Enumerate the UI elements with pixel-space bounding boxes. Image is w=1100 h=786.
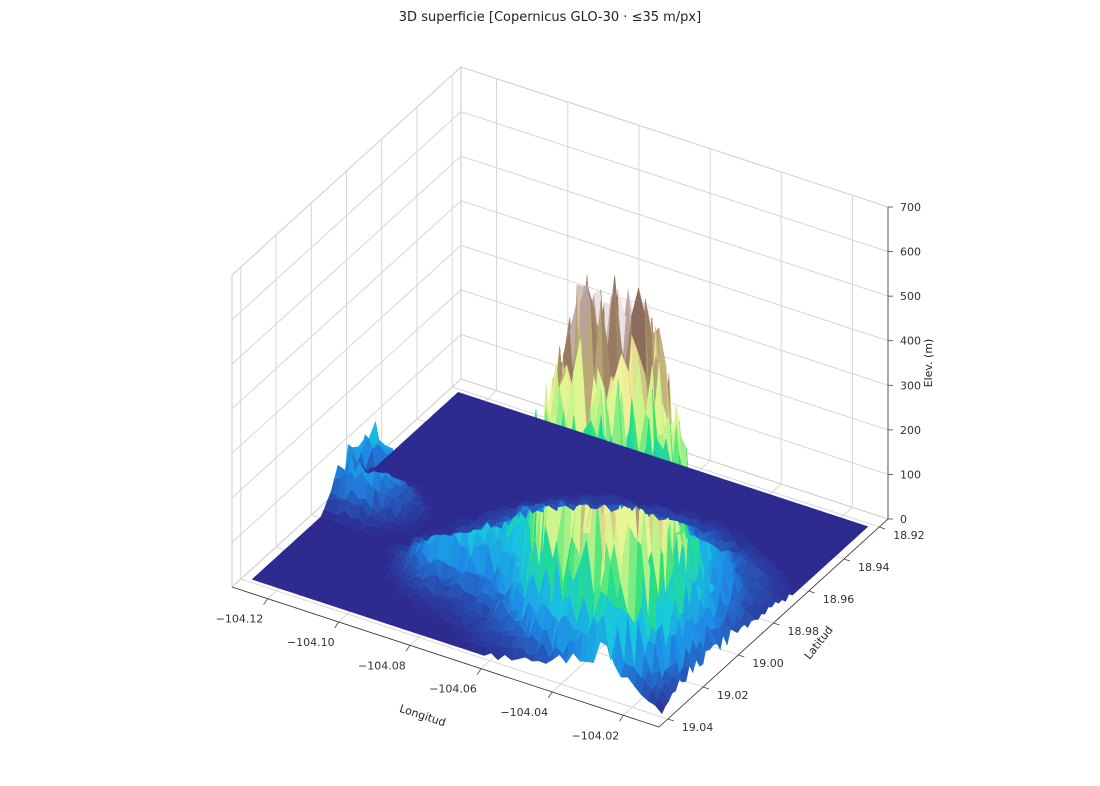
y-tick-mark bbox=[879, 526, 886, 530]
x-tick-label: −104.10 bbox=[287, 636, 335, 649]
x-tick-label: −104.06 bbox=[429, 683, 477, 696]
z-tick-label: 300 bbox=[900, 379, 921, 392]
y-tick-mark bbox=[808, 590, 815, 594]
x-tick-mark bbox=[547, 691, 553, 699]
x-tick-mark bbox=[263, 598, 268, 605]
y-tick-label: 19.02 bbox=[717, 689, 749, 702]
y-tick-mark bbox=[667, 718, 674, 722]
z-gridline-6 bbox=[231, 111, 889, 320]
z-gridline-4 bbox=[231, 200, 889, 410]
x-axis-line bbox=[231, 586, 660, 728]
chart-title: 3D superficie [Copernicus GLO-30 · ≤35 m… bbox=[398, 10, 702, 25]
y-tick-label: 18.92 bbox=[893, 529, 925, 542]
x-axis-label: Longitud bbox=[398, 702, 448, 729]
z-gridline-1 bbox=[231, 333, 889, 543]
z-gridline-5 bbox=[231, 155, 889, 365]
elevation-surface bbox=[251, 275, 869, 715]
z-tick-label: 100 bbox=[900, 468, 921, 481]
x-tick-label: −104.08 bbox=[358, 659, 406, 672]
x-tick-label: −104.04 bbox=[500, 706, 548, 719]
y-tick-mark bbox=[738, 654, 745, 658]
y-tick-mark bbox=[773, 622, 780, 626]
z-axis-label: Elev. (m) bbox=[922, 339, 935, 388]
z-tick-label: 400 bbox=[900, 335, 921, 348]
x-tick-label: −104.02 bbox=[572, 729, 620, 742]
y-tick-label: 19.04 bbox=[682, 721, 714, 734]
z-tick-label: 700 bbox=[900, 201, 921, 214]
z-tick-label: 500 bbox=[900, 290, 921, 303]
y-tick-label: 18.98 bbox=[788, 625, 820, 638]
x-tick-label: −104.12 bbox=[216, 613, 264, 626]
x-tick-mark bbox=[476, 668, 482, 675]
y-tick-label: 19.00 bbox=[752, 657, 784, 670]
x-tick-mark bbox=[619, 715, 624, 722]
y-tick-mark bbox=[702, 686, 710, 690]
z-tick-label: 200 bbox=[900, 424, 921, 437]
axes-ticks: −104.12 −104.10 −104.08 −104.06 −104.04 −104.… bbox=[216, 201, 935, 742]
x-tick-mark bbox=[405, 645, 411, 652]
surface-cell bbox=[857, 524, 869, 530]
z-gridline-0 bbox=[231, 378, 889, 588]
z-gridline-7 bbox=[231, 66, 889, 276]
z-tick-label: 0 bbox=[900, 513, 907, 526]
z-gridline-2 bbox=[231, 289, 889, 499]
y-tick-label: 18.94 bbox=[858, 561, 890, 574]
y-tick-label: 18.96 bbox=[823, 593, 855, 606]
z-tick-label: 600 bbox=[900, 246, 921, 259]
x-tick-mark bbox=[334, 621, 340, 629]
y-tick-mark bbox=[843, 558, 851, 562]
surface-cell bbox=[730, 627, 742, 634]
z-gridline-3 bbox=[231, 244, 889, 454]
